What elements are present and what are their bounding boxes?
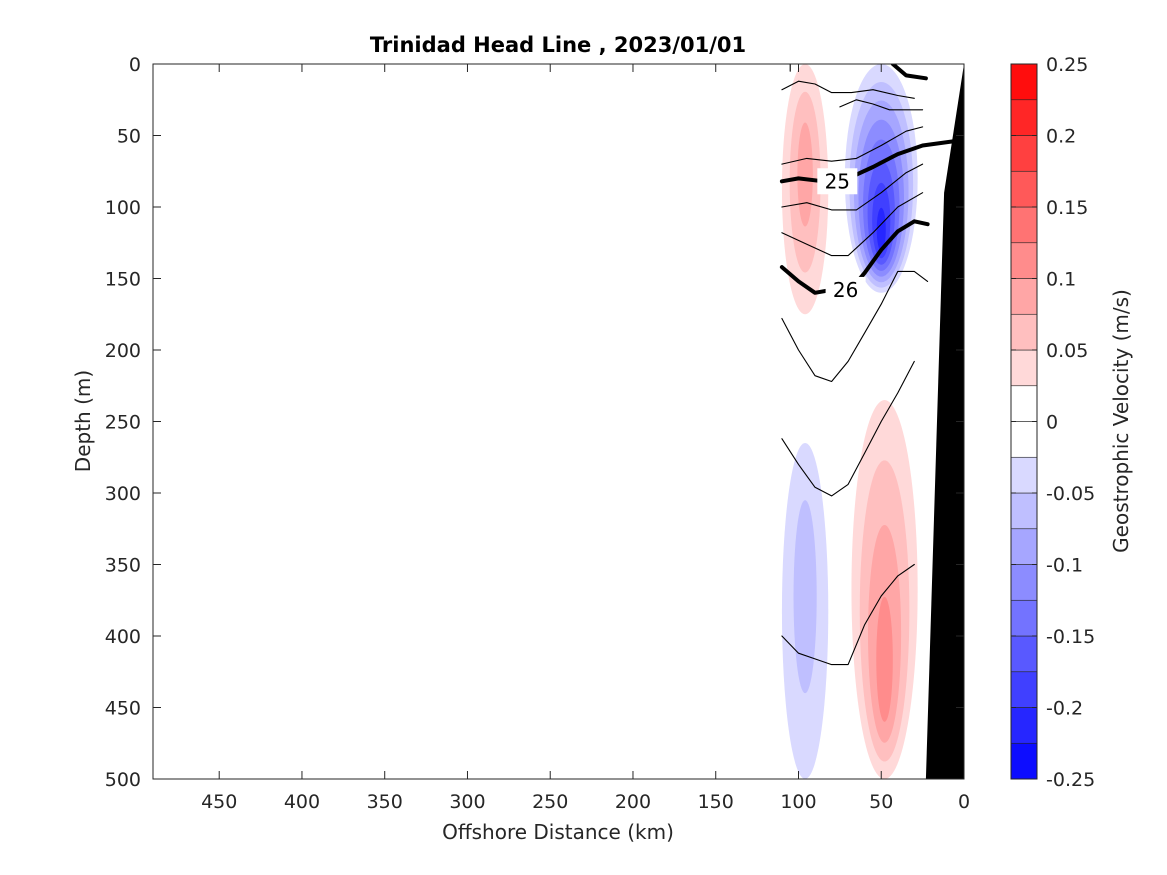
contour-label: 25	[825, 169, 850, 193]
colorbar-tick-label: -0.05	[1046, 483, 1095, 505]
colorbar-swatch	[1010, 564, 1038, 601]
colorbar-swatch	[1010, 242, 1038, 279]
x-tick-label: 0	[958, 791, 970, 813]
colorbar-swatch	[1010, 492, 1038, 530]
x-tick-label: 450	[201, 791, 237, 813]
density-contour	[781, 563, 915, 666]
y-tick-label: 100	[105, 197, 141, 219]
colorbar-tick-label: -0.25	[1046, 769, 1095, 791]
colorbar: 0.25 0.2 0.15 0.1 0.05 0 -0.05 -0.1 -0.15 -0.2 -0.…	[1010, 54, 1095, 791]
colorbar-tick-label: 0.1	[1046, 269, 1076, 291]
colorbar-swatch	[1010, 385, 1038, 422]
colorbar-tick-label: 0.25	[1046, 54, 1088, 76]
colorbar-swatch	[1010, 349, 1038, 387]
colorbar-label: Geostrophic Velocity (m/s)	[1109, 289, 1133, 553]
colorbar-swatch	[1010, 421, 1038, 458]
colorbar-swatch	[1010, 599, 1038, 637]
y-axis-label: Depth (m)	[71, 370, 95, 472]
colorbar-swatch	[1010, 456, 1038, 494]
contour-labels: 25 26	[817, 168, 866, 303]
y-tick-label: 300	[105, 483, 141, 505]
x-axis: 450 400 350 300 250 200 150 100 50 0	[201, 64, 970, 813]
y-tick-label: 150	[105, 269, 141, 291]
colorbar-tick-label: 0	[1046, 412, 1058, 434]
colorbar-tick-label: 0.2	[1046, 126, 1076, 148]
density-contour	[781, 126, 924, 165]
x-tick-label: 100	[780, 791, 816, 813]
y-tick-label: 0	[129, 54, 141, 76]
colorbar-swatch	[1010, 206, 1038, 244]
seafloor-shape	[925, 64, 964, 779]
x-tick-label: 300	[449, 791, 485, 813]
x-tick-label: 200	[615, 791, 651, 813]
colorbar-swatch	[1010, 671, 1038, 708]
colorbar-swatch	[1010, 135, 1038, 172]
colorbar-swatch	[1010, 528, 1038, 565]
y-tick-label: 250	[105, 412, 141, 434]
contour-label: 26	[833, 278, 858, 302]
y-tick-label: 450	[105, 698, 141, 720]
density-contours	[779, 64, 964, 666]
colorbar-swatch	[1010, 635, 1038, 673]
colorbar-swatch	[1010, 99, 1038, 136]
velocity-band	[876, 207, 886, 252]
colorbar-swatch	[1010, 313, 1038, 351]
colorbar-tick-label: -0.1	[1046, 555, 1083, 577]
density-contour	[781, 163, 924, 211]
density-contour	[781, 192, 924, 257]
colorbar-tick-label: 0.05	[1046, 340, 1088, 362]
x-tick-label: 400	[284, 791, 320, 813]
x-tick-label: 350	[367, 791, 403, 813]
bathymetry	[925, 64, 964, 779]
velocity-field	[781, 64, 918, 779]
colorbar-tick-label: 0.15	[1046, 197, 1088, 219]
velocity-band	[876, 596, 893, 722]
chart-title: Trinidad Head Line , 2023/01/01	[370, 33, 746, 57]
colorbar-swatch	[1010, 63, 1038, 101]
density-contour	[781, 270, 929, 383]
velocity-band	[797, 122, 813, 227]
y-tick-label: 200	[105, 340, 141, 362]
colorbar-swatch	[1010, 170, 1038, 208]
density-contour-bold	[779, 137, 964, 184]
x-tick-label: 150	[698, 791, 734, 813]
x-tick-label: 250	[532, 791, 568, 813]
density-contour	[781, 80, 915, 99]
density-contour	[781, 360, 915, 497]
density-contour-bold	[890, 64, 928, 81]
colorbar-tick-label: -0.2	[1046, 698, 1083, 720]
colorbar-swatch	[1010, 742, 1038, 780]
y-tick-label: 350	[105, 555, 141, 577]
colorbar-tick-label: -0.15	[1046, 626, 1095, 648]
x-tick-label: 50	[869, 791, 893, 813]
y-tick-label: 400	[105, 626, 141, 648]
colorbar-swatch	[1010, 278, 1038, 315]
y-axis: 0 50 100 150 200 250 300 350 400 450 500	[105, 54, 964, 791]
y-tick-label: 500	[105, 769, 141, 791]
plot-area: 25 26	[152, 63, 965, 780]
density-contour	[839, 99, 924, 111]
colorbar-swatch	[1010, 707, 1038, 744]
contour-label-bg	[825, 276, 866, 303]
contour-label-bg	[817, 168, 858, 195]
velocity-band	[793, 500, 817, 694]
y-tick-label: 50	[117, 126, 141, 148]
x-axis-label: Offshore Distance (km)	[442, 820, 674, 844]
